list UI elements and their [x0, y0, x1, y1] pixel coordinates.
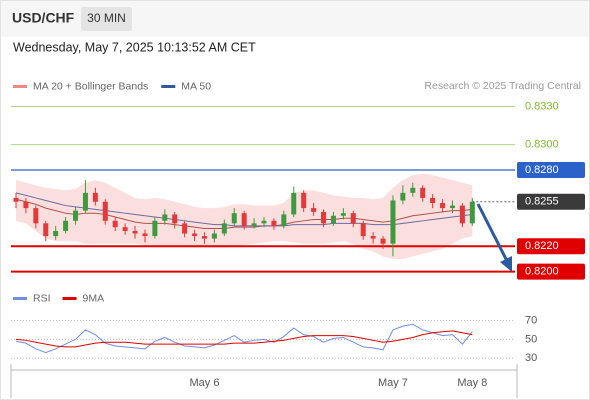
forecast-arrow	[476, 203, 509, 262]
level-label: 0.8300	[525, 138, 559, 150]
candle-body	[321, 211, 327, 224]
legend-swatch	[13, 85, 27, 88]
candle-body	[390, 200, 396, 244]
candle-body	[261, 220, 267, 224]
level-label: 0.8280	[525, 164, 559, 176]
candle-body	[350, 213, 356, 224]
legend-label: 9MA	[83, 292, 105, 304]
candle-body	[410, 187, 416, 193]
source: Research © 2025 Trading Central	[424, 80, 581, 92]
y-tick-label: 50	[525, 333, 537, 345]
candle-body	[221, 223, 227, 234]
legend-swatch	[13, 297, 27, 300]
indicator-line	[15, 323, 473, 354]
candle-body	[82, 192, 88, 211]
x-tick-label: May 6	[189, 377, 219, 389]
candle-body	[73, 210, 79, 221]
timeframe: 30 MIN	[87, 11, 126, 25]
level-label-box	[517, 238, 585, 255]
candle-body	[271, 220, 277, 226]
candle-body	[440, 203, 446, 209]
candle-body	[370, 236, 376, 239]
candle-body	[172, 214, 178, 224]
candle-body	[53, 230, 59, 237]
candle-body	[23, 201, 29, 209]
candle-body	[162, 214, 168, 221]
level-label: 0.8200	[525, 266, 559, 278]
candle-body	[251, 223, 257, 226]
level-label-box	[517, 263, 585, 280]
forecast-arrowhead	[500, 256, 512, 272]
candle-body	[330, 215, 336, 224]
candle-body	[301, 192, 307, 209]
x-tick-label: May 8	[457, 377, 487, 389]
candle-body	[43, 223, 49, 237]
candle-body	[430, 197, 436, 204]
candle-body	[291, 192, 297, 215]
candle-body	[201, 236, 207, 239]
y-tick-label: 30	[525, 352, 537, 364]
candle-body	[182, 223, 188, 234]
y-tick-label: 70	[525, 314, 537, 326]
candle-body	[449, 205, 455, 209]
candle-body	[469, 201, 475, 224]
candle-body	[13, 197, 19, 202]
candle-body	[63, 220, 69, 231]
candle-body	[380, 238, 386, 244]
candle-body	[112, 220, 118, 228]
level-label: 0.8255	[525, 196, 559, 208]
x-tick-label: May 7	[378, 377, 408, 389]
candle-body	[132, 230, 138, 234]
legend-label: MA 50	[181, 80, 211, 92]
candle-body	[420, 187, 426, 198]
legend-label: MA 20 + Bollinger Bands	[33, 80, 148, 92]
level-label-box	[517, 161, 585, 178]
candle-body	[192, 233, 198, 237]
candle-body	[241, 213, 247, 226]
datetime: Wednesday, May 7, 2025 10:13:52 AM CET	[13, 40, 256, 54]
timeframe-box	[81, 7, 132, 31]
legend-label: RSI	[33, 292, 51, 304]
candle-body	[360, 223, 366, 237]
candle-body	[102, 201, 108, 221]
candle-body	[281, 214, 287, 226]
level-label: 0.8330	[525, 100, 559, 112]
level-label-box	[517, 193, 585, 210]
candle-body	[400, 192, 406, 201]
legend-swatch	[161, 85, 176, 88]
candle-body	[459, 205, 465, 224]
level-label: 0.8220	[525, 240, 559, 252]
indicator-line	[15, 330, 473, 348]
legend-swatch	[62, 297, 77, 300]
candle-body	[311, 208, 317, 212]
candle-body	[142, 233, 148, 237]
candle-body	[231, 213, 237, 224]
candle-body	[340, 213, 346, 216]
candle-body	[122, 227, 128, 231]
candle-body	[211, 233, 217, 239]
symbol: USD/CHF	[12, 10, 75, 26]
candle-body	[33, 208, 39, 224]
candle-body	[152, 220, 158, 237]
candle-body	[92, 192, 98, 202]
